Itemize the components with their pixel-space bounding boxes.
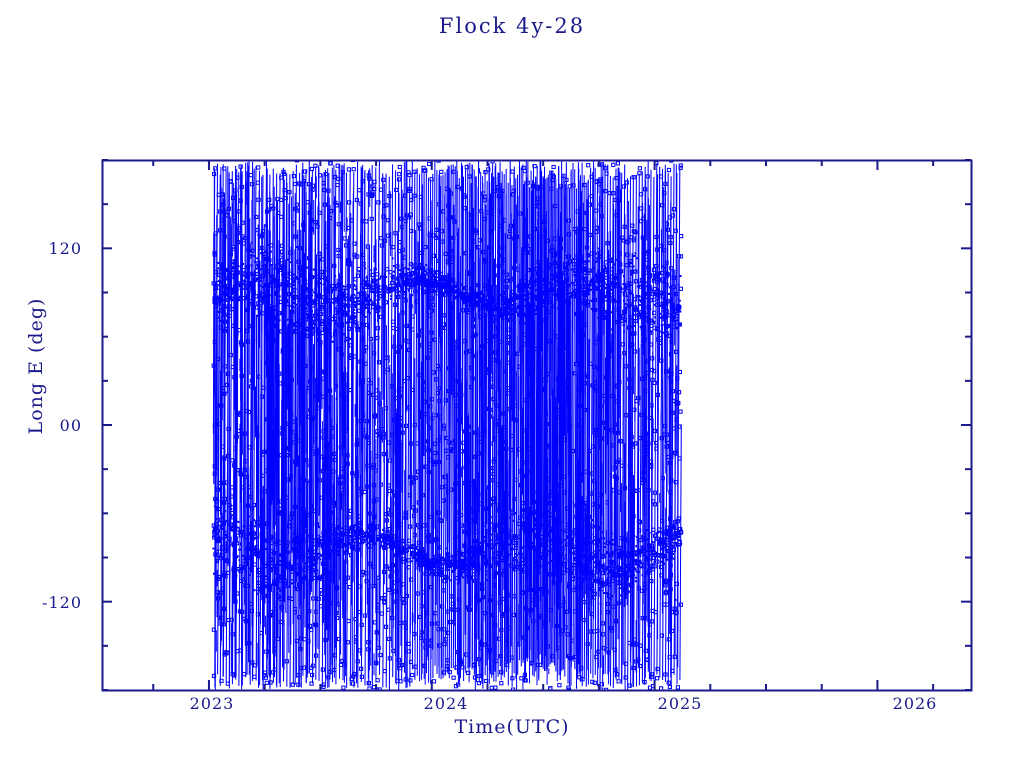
axis-frame-layer <box>101 159 973 692</box>
x-tick-label-2026: 2026 <box>892 694 938 713</box>
page-title: Flock 4y-28 <box>438 14 586 38</box>
y-tick-label-neg120: -120 <box>42 593 82 612</box>
y-tick-label-0: 00 <box>59 416 82 435</box>
x-tick-label-2024: 2024 <box>423 694 469 713</box>
x-axis-title: Time(UTC) <box>454 716 570 738</box>
data-series-layer <box>211 160 684 690</box>
x-tick-label-2023: 2023 <box>189 694 235 713</box>
y-tick-label-120: 120 <box>48 239 82 258</box>
x-tick-label-2025: 2025 <box>657 694 703 713</box>
